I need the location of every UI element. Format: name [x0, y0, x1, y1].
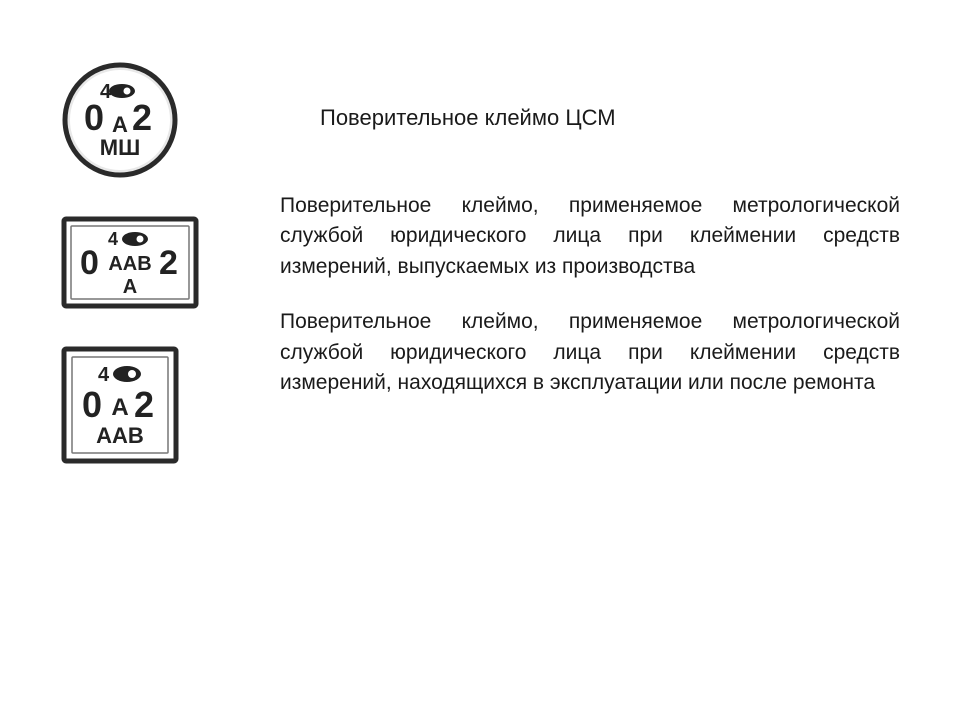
- page-title: Поверительное клеймо ЦСМ: [320, 105, 900, 131]
- stamp2-line2-right: 2: [159, 244, 178, 282]
- stamp3-line2-right: 2: [134, 384, 154, 425]
- stamp-column: 4 0 А 2 МШ 4 0 ААВ 2 А 4: [60, 60, 200, 465]
- stamp1-line2-left: 0: [84, 97, 104, 138]
- stamp3-line2-mid: А: [111, 394, 128, 421]
- stamp-rect-horizontal: 4 0 ААВ 2 А: [60, 215, 200, 310]
- stamp3-line3: ААВ: [96, 423, 144, 448]
- stamp2-line1-num: 4: [108, 229, 118, 249]
- stamp2-line3: А: [123, 276, 137, 298]
- stamp2-line2-mid: ААВ: [108, 253, 151, 275]
- stamp1-line2-mid: А: [112, 112, 128, 137]
- stamp-square: 4 0 А 2 ААВ: [60, 345, 200, 465]
- stamp1-line3: МШ: [100, 135, 140, 160]
- desc-block-2: Поверительное клеймо, применяемое метрол…: [280, 307, 900, 398]
- text-column: Поверительное клеймо ЦСМ Поверительное к…: [280, 60, 900, 399]
- stamp3-line1-num: 4: [98, 364, 110, 386]
- stamp3-line2-left: 0: [82, 384, 102, 425]
- stamp2-line2-left: 0: [80, 244, 99, 282]
- stamp-circular: 4 0 А 2 МШ: [60, 60, 200, 180]
- stamp1-line2-right: 2: [132, 97, 152, 138]
- desc-block-1: Поверительное клеймо, применяемое метрол…: [280, 191, 900, 282]
